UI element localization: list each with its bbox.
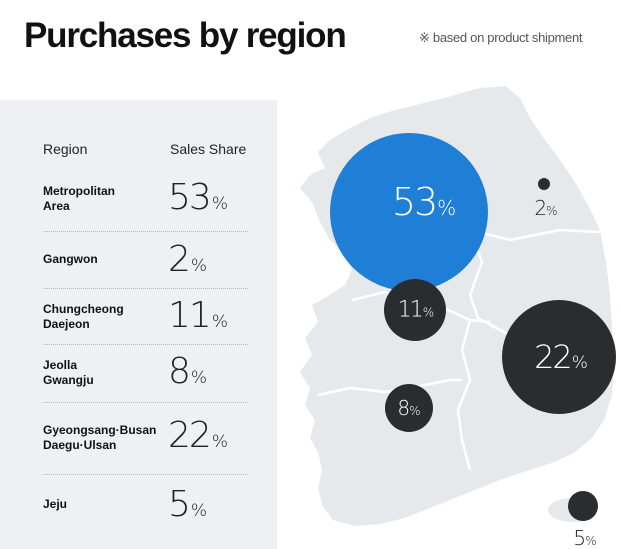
row-divider xyxy=(43,402,248,403)
bubble-label-gangwon: 2% xyxy=(534,196,558,220)
region-value: 22% xyxy=(168,415,228,456)
region-value: 8% xyxy=(168,351,208,392)
bubble-label-gyeongsang: 22% xyxy=(534,338,588,376)
column-header-sales-share: Sales Share xyxy=(170,141,247,157)
row-divider xyxy=(43,344,248,345)
region-value: 53% xyxy=(168,177,228,218)
page-title: Purchases by region xyxy=(24,16,347,55)
bubble-gyeongsang xyxy=(502,300,616,414)
bubble-label-chungcheong: 11% xyxy=(397,297,435,323)
region-value: 5% xyxy=(168,484,208,525)
row-divider xyxy=(43,288,248,289)
region-name: Chungcheong Daejeon xyxy=(43,302,124,331)
region-name: Jeju xyxy=(43,497,68,511)
row-divider xyxy=(43,474,248,475)
region-value: 11% xyxy=(168,295,228,336)
bubble-gangwon xyxy=(538,178,550,190)
column-header-region: Region xyxy=(43,141,88,157)
bubble-label-jeolla: 8% xyxy=(397,396,421,420)
row-divider xyxy=(43,231,248,232)
bubble-metropolitan xyxy=(330,133,488,291)
region-name: Gangwon xyxy=(43,252,98,266)
region-name: Gyeongsang·Busan Daegu·Ulsan xyxy=(43,423,157,452)
shipment-note: ※ based on product shipment xyxy=(419,30,583,45)
region-name: Metropolitan Area xyxy=(43,184,115,213)
bubble-label-jeju: 5% xyxy=(573,526,597,549)
bubble-chungcheong xyxy=(384,279,446,341)
bubble-jeju xyxy=(568,491,598,521)
region-table-panel xyxy=(0,100,277,549)
region-name: Jeolla Gwangju xyxy=(43,358,94,387)
bubble-jeolla xyxy=(385,384,433,432)
region-value: 2% xyxy=(168,239,208,280)
bubble-label-metropolitan: 53% xyxy=(391,180,457,224)
